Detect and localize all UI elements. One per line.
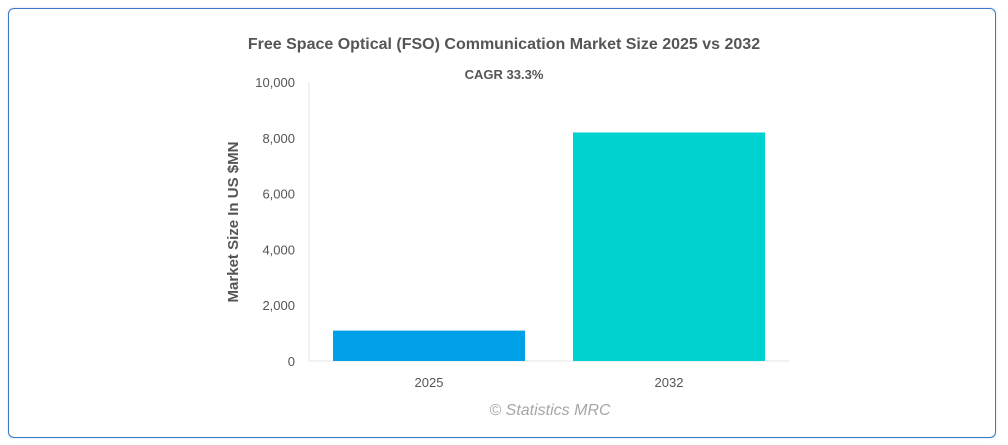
y-tick-label: 10,000	[255, 75, 295, 90]
chart-title: Free Space Optical (FSO) Communication M…	[248, 36, 760, 53]
x-tick-labels: 2025 2032	[415, 375, 684, 390]
cagr-annotation: CAGR 33.3%	[465, 67, 544, 82]
x-tick-label: 2025	[415, 375, 444, 390]
y-tick-label: 0	[288, 354, 295, 369]
y-axis: 0 2,000 4,000 6,000 8,000 10,000	[255, 75, 310, 369]
bars	[333, 132, 765, 361]
bar-2025	[333, 330, 525, 361]
x-tick-label: 2032	[655, 375, 684, 390]
bar-2032	[573, 132, 765, 361]
y-tick-label: 2,000	[262, 298, 295, 313]
y-axis-title: Market Size In US $MN	[225, 142, 242, 303]
y-tick-label: 6,000	[262, 187, 295, 202]
y-tick-label: 8,000	[262, 131, 295, 146]
y-tick-label: 4,000	[262, 242, 295, 257]
chart-card	[8, 8, 996, 438]
source-credit: © Statistics MRC	[489, 402, 611, 419]
